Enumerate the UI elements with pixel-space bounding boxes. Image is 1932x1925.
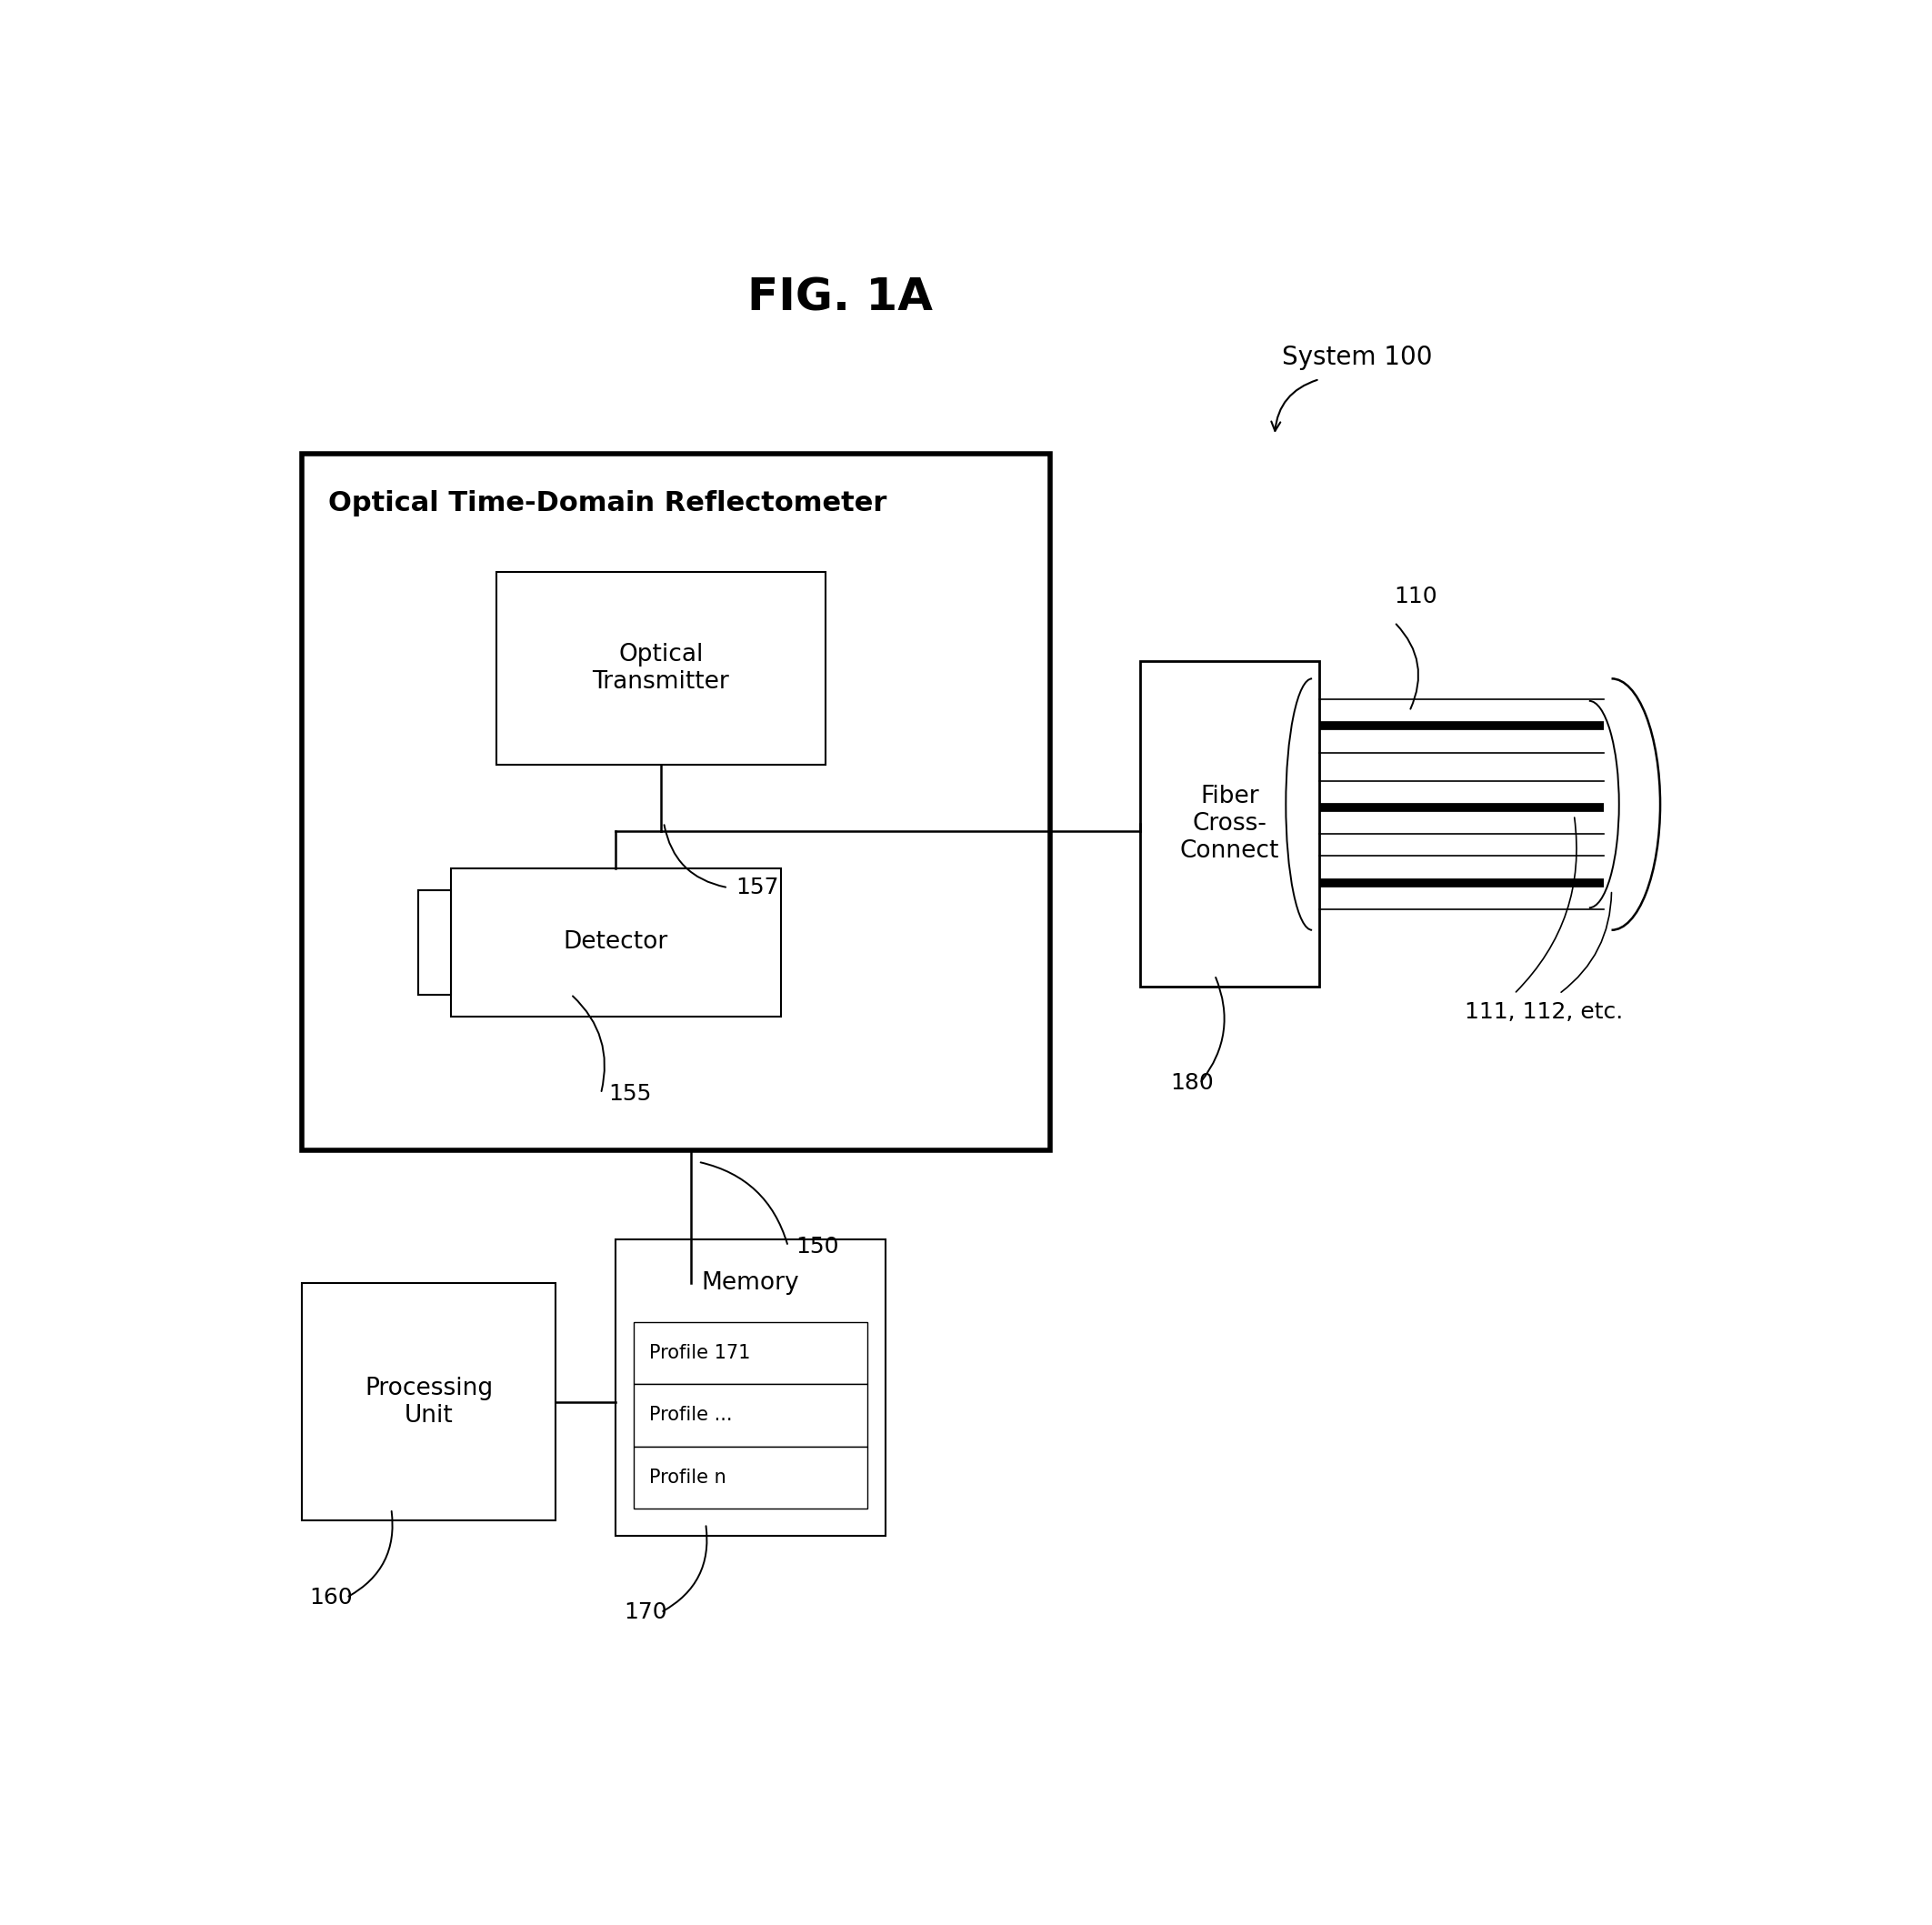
FancyBboxPatch shape — [1140, 660, 1320, 988]
Text: Detector: Detector — [564, 930, 668, 955]
FancyArrowPatch shape — [1271, 379, 1318, 431]
FancyBboxPatch shape — [634, 1446, 867, 1509]
Text: 110: 110 — [1395, 585, 1437, 608]
Text: Fiber
Cross-
Connect: Fiber Cross- Connect — [1180, 785, 1279, 862]
Text: Profile 171: Profile 171 — [649, 1344, 750, 1363]
FancyBboxPatch shape — [301, 452, 1051, 1149]
Text: Profile ...: Profile ... — [649, 1407, 732, 1425]
Text: 111, 112, etc.: 111, 112, etc. — [1464, 1001, 1623, 1022]
Text: 160: 160 — [309, 1586, 354, 1609]
Text: 170: 170 — [624, 1602, 667, 1623]
Text: 150: 150 — [796, 1236, 838, 1257]
Text: Profile n: Profile n — [649, 1469, 726, 1486]
FancyBboxPatch shape — [417, 891, 452, 995]
Text: 157: 157 — [736, 876, 779, 899]
Text: System 100: System 100 — [1283, 345, 1434, 370]
FancyBboxPatch shape — [616, 1240, 885, 1536]
Text: 180: 180 — [1171, 1072, 1213, 1093]
FancyBboxPatch shape — [301, 1284, 556, 1521]
Text: Optical Time-Domain Reflectometer: Optical Time-Domain Reflectometer — [328, 491, 887, 516]
FancyBboxPatch shape — [497, 572, 825, 764]
Text: FIG. 1A: FIG. 1A — [748, 275, 933, 320]
Text: Optical
Transmitter: Optical Transmitter — [593, 643, 728, 693]
FancyBboxPatch shape — [634, 1322, 867, 1384]
Text: 155: 155 — [609, 1082, 651, 1105]
FancyBboxPatch shape — [634, 1384, 867, 1446]
Text: Memory: Memory — [701, 1272, 800, 1296]
FancyBboxPatch shape — [452, 868, 781, 1016]
Text: Processing
Unit: Processing Unit — [365, 1376, 493, 1428]
